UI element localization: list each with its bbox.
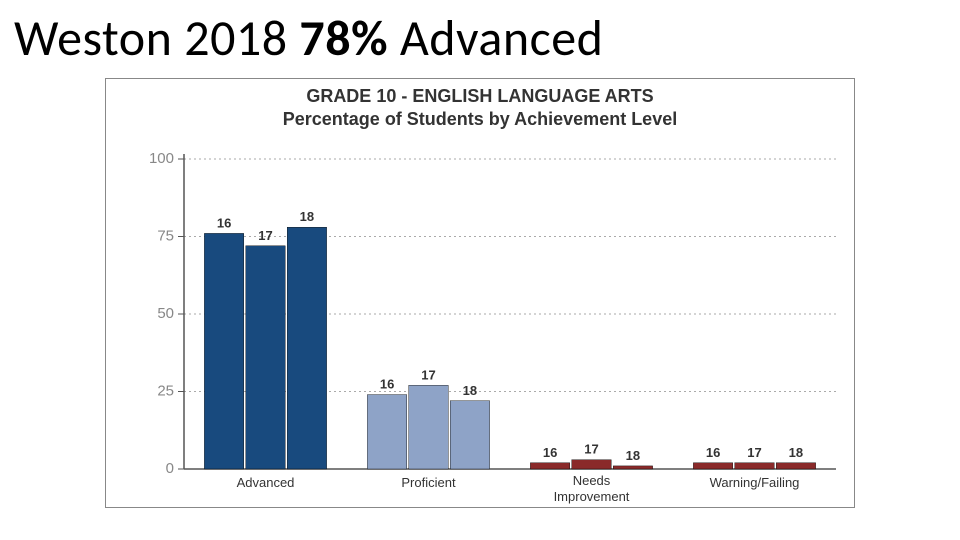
- bar: [735, 463, 774, 469]
- bar: [409, 385, 448, 469]
- y-tick-label: 100: [149, 150, 174, 167]
- bar-year-label: 18: [626, 448, 640, 463]
- category-label: Proficient: [401, 475, 456, 490]
- bar-year-label: 18: [463, 383, 477, 398]
- bar: [367, 395, 406, 469]
- headline-suffix: Advanced: [388, 8, 603, 69]
- category-label: Improvement: [554, 489, 630, 504]
- y-tick-label: 75: [157, 227, 174, 244]
- bar-year-label: 18: [789, 445, 803, 460]
- category-label: Warning/Failing: [710, 475, 800, 490]
- category-label: Advanced: [237, 475, 295, 490]
- chart-title-line-2: Percentage of Students by Achievement Le…: [106, 108, 854, 131]
- bar-year-label: 18: [300, 209, 314, 224]
- y-tick-label: 0: [166, 460, 174, 477]
- bar-year-label: 16: [217, 215, 231, 230]
- slide-headline: Weston 2018 78% Advanced: [14, 8, 603, 69]
- headline-bold: 78%: [299, 8, 388, 69]
- bar-year-label: 17: [584, 442, 598, 457]
- bar: [613, 466, 652, 469]
- headline-prefix: Weston 2018: [14, 8, 299, 69]
- bar: [246, 246, 285, 469]
- bar: [287, 227, 326, 469]
- chart-title-line-1: GRADE 10 - ENGLISH LANGUAGE ARTS: [106, 85, 854, 108]
- bar: [776, 463, 815, 469]
- y-tick-label: 50: [157, 305, 174, 322]
- y-tick-label: 25: [157, 382, 174, 399]
- bar: [450, 401, 489, 469]
- chart-title: GRADE 10 - ENGLISH LANGUAGE ARTS Percent…: [106, 79, 854, 130]
- bar: [693, 463, 732, 469]
- bar-year-label: 17: [747, 445, 761, 460]
- bar-chart: 0 25 50 75 100 16 17 18 Advanced 16 17 18 Proficient…: [106, 139, 854, 507]
- bar: [530, 463, 569, 469]
- bar-year-label: 17: [421, 367, 435, 382]
- bar-year-label: 16: [706, 445, 720, 460]
- bar: [572, 460, 611, 469]
- chart-plot-area: 0 25 50 75 100 16 17 18 Advanced 16 17 18 Proficient…: [106, 139, 854, 507]
- bar-year-label: 16: [543, 445, 557, 460]
- bar-year-label: 17: [258, 228, 272, 243]
- bar-year-label: 16: [380, 377, 394, 392]
- chart-frame: GRADE 10 - ENGLISH LANGUAGE ARTS Percent…: [105, 78, 855, 508]
- bar: [204, 233, 243, 469]
- category-label: Needs: [573, 473, 611, 488]
